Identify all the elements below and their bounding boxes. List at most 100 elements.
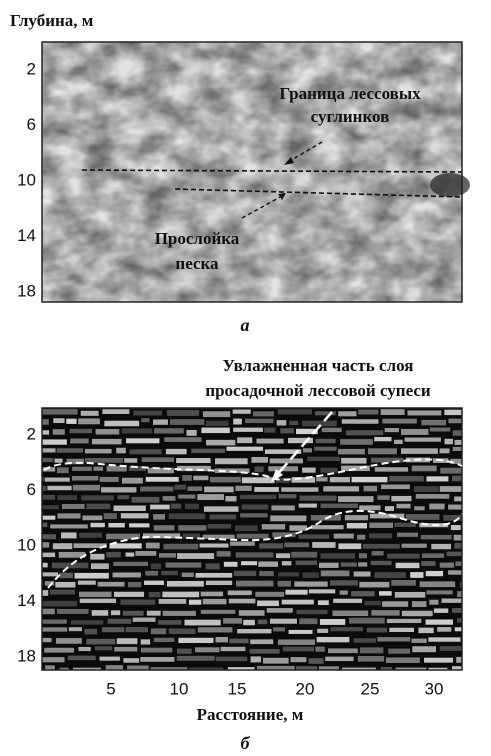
texture-cell: [104, 420, 140, 427]
texture-cell: [401, 428, 429, 435]
texture-cell: [141, 457, 175, 462]
texture-cell: [317, 600, 329, 606]
texture-cell: [421, 553, 445, 558]
texture-cell: [284, 542, 309, 548]
texture-cell: [162, 610, 196, 616]
texture-cell: [364, 600, 382, 606]
texture-cell: [232, 409, 251, 414]
texture-cell: [385, 657, 420, 663]
texture-cell: [255, 591, 285, 597]
texture-cell: [250, 656, 262, 663]
texture-cell: [362, 543, 400, 549]
texture-cell: [379, 591, 392, 596]
texture-cell: [254, 487, 279, 492]
texture-cell: [187, 486, 203, 491]
texture-cell: [42, 637, 52, 643]
texture-cell: [135, 551, 157, 556]
texture-cell: [125, 627, 149, 633]
texture-cell: [145, 570, 158, 576]
texture-cell: [299, 618, 318, 625]
texture-cell: [90, 522, 105, 528]
texture-cell: [178, 637, 214, 644]
texture-cell: [276, 420, 287, 426]
texture-cell: [207, 523, 232, 529]
texture-cell: [426, 590, 453, 595]
texture-cell: [241, 477, 275, 484]
texture-cell: [349, 617, 385, 624]
texture-cell: [42, 657, 65, 663]
texture-cell: [59, 667, 69, 670]
texture-cell: [256, 438, 284, 444]
texture-cell: [382, 418, 417, 424]
texture-cell: [78, 418, 100, 425]
texture-cell: [411, 465, 437, 472]
texture-cell: [233, 570, 257, 577]
texture-cell: [220, 646, 246, 652]
texture-cell: [162, 496, 176, 501]
texture-cell: [109, 543, 142, 549]
texture-cell: [226, 446, 263, 451]
texture-cell: [272, 532, 296, 538]
texture-cell: [312, 542, 336, 548]
texture-cell: [448, 504, 462, 510]
texture-cell: [425, 619, 453, 625]
texture-cell: [131, 496, 160, 503]
texture-cell: [91, 610, 109, 616]
texture-cell: [209, 514, 237, 520]
texture-cell: [85, 457, 123, 463]
texture-cell: [264, 427, 276, 433]
texture-cell: [56, 608, 89, 614]
texture-cell: [210, 476, 241, 483]
texture-cell: [344, 515, 369, 521]
texture-cell: [166, 410, 200, 416]
texture-cell: [42, 409, 78, 415]
texture-cell: [254, 466, 264, 473]
texture-cell: [144, 580, 164, 585]
texture-cell: [320, 570, 350, 577]
texture-cell: [140, 647, 173, 653]
texture-cell: [199, 543, 229, 548]
texture-cell: [320, 553, 356, 559]
texture-cell: [290, 657, 307, 663]
texture-cell: [61, 503, 85, 509]
texture-cell: [429, 599, 439, 605]
texture-cell: [193, 475, 209, 481]
texture-cell: [340, 439, 373, 445]
texture-cell: [129, 523, 150, 528]
texture-cell: [341, 419, 379, 424]
texture-cell: [68, 627, 83, 632]
texture-cell: [308, 589, 336, 594]
texture-cell: [233, 418, 242, 425]
texture-cell: [168, 513, 206, 520]
texture-cell: [428, 637, 461, 642]
texture-cell: [454, 439, 462, 445]
texture-cell: [307, 456, 341, 462]
wet-top-line: [43, 458, 463, 481]
texture-cell: [42, 627, 68, 632]
texture-cell: [182, 533, 201, 539]
texture-cell: [72, 466, 92, 471]
texture-cell: [116, 447, 126, 454]
texture-cell: [106, 552, 121, 558]
texture-cell: [146, 610, 161, 616]
texture-cell: [140, 657, 175, 662]
texture-cell: [394, 522, 417, 528]
texture-cell: [311, 525, 344, 530]
texture-cell: [127, 582, 142, 588]
texture-cell: [176, 458, 211, 464]
y-tick-label: 14: [17, 226, 36, 245]
texture-cell: [186, 429, 197, 436]
texture-cell: [22, 562, 33, 567]
texture-cell: [359, 647, 384, 654]
texture-cell: [44, 581, 55, 586]
texture-cell: [44, 647, 75, 653]
texture-cell: [70, 620, 104, 625]
texture-cell: [321, 427, 342, 433]
texture-cell: [388, 648, 411, 654]
texture-cell: [453, 534, 462, 541]
texture-cell: [439, 646, 462, 651]
texture-cell: [154, 428, 184, 434]
texture-cell: [114, 646, 138, 652]
texture-cell: [270, 515, 307, 522]
x-tick-label: 5: [106, 679, 115, 698]
